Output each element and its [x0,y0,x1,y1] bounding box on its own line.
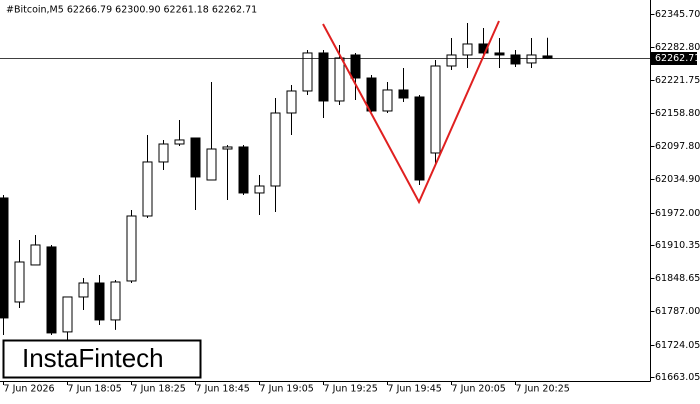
candle-body [142,161,153,217]
candle-body [110,281,121,321]
last-price-box [651,52,697,65]
y-tick-label: 61787.00 [655,306,700,317]
y-tick-label: 61910.35 [655,240,700,251]
candle-body [174,139,185,145]
candle-body [462,43,473,56]
x-tick-label: 7 Jun 2026 [4,384,55,395]
y-tick-label: 62221.75 [655,75,700,86]
x-tick-label: 7 Jun 19:05 [260,384,314,395]
candle-body [126,215,137,282]
candle-body [222,146,233,150]
x-tick-label: 7 Jun 20:25 [516,384,570,395]
candle-body [30,244,41,266]
chart-header: #Bitcoin,M5 62266.79 62300.90 62261.18 6… [6,5,257,16]
y-tick-label: 62345.70 [655,9,700,20]
x-tick-label: 7 Jun 18:05 [68,384,122,395]
pattern-line [322,20,500,205]
candle-body [14,261,25,303]
y-tick-label: 61663.05 [655,372,700,383]
candle-body [238,146,249,194]
candle-body [206,148,217,181]
x-tick-label: 7 Jun 18:25 [132,384,186,395]
candle-body [494,52,505,56]
candle-body [302,52,313,92]
candle-body [318,52,329,102]
candle-body [430,65,441,154]
candle-body [46,246,57,334]
y-tick-label: 61724.05 [655,340,700,351]
candle-body [350,54,361,79]
y-tick-label: 62158.80 [655,108,700,119]
y-tick-label: 62282.80 [655,42,700,53]
y-tick-label: 61848.65 [655,273,700,284]
candle-body [254,185,265,194]
y-tick-label: 62097.80 [655,141,700,152]
candle-body [190,137,201,178]
candle-body [446,54,457,67]
logo-box [2,339,202,379]
candle-body [526,54,537,64]
x-tick-label: 7 Jun 19:25 [324,384,378,395]
x-tick-label: 7 Jun 19:45 [388,384,442,395]
candle-body [414,96,425,181]
candle-body [286,90,297,114]
last-price-label: 62262.71 [655,53,700,64]
y-tick-label: 62034.90 [655,174,700,185]
candle-body [62,296,73,333]
candle-body [94,282,105,321]
candle-body [270,112,281,187]
candle-body [334,57,345,102]
candle-body [78,282,89,298]
x-tick-label: 7 Jun 18:45 [196,384,250,395]
plot-area: 62345.70 62282.80 62221.75 62158.80 62097.80… [0,9,700,395]
y-tick-label: 61972.00 [655,208,700,219]
candle-body [542,55,553,59]
logo: InstaFintech [22,343,164,373]
candle-body [478,43,489,54]
candle-body [398,89,409,99]
candle-body [158,143,169,163]
candle-body [382,89,393,112]
candle-body [0,197,9,319]
candle-body [366,77,377,112]
x-tick-label: 7 Jun 20:05 [452,384,506,395]
candle-body [510,54,521,65]
